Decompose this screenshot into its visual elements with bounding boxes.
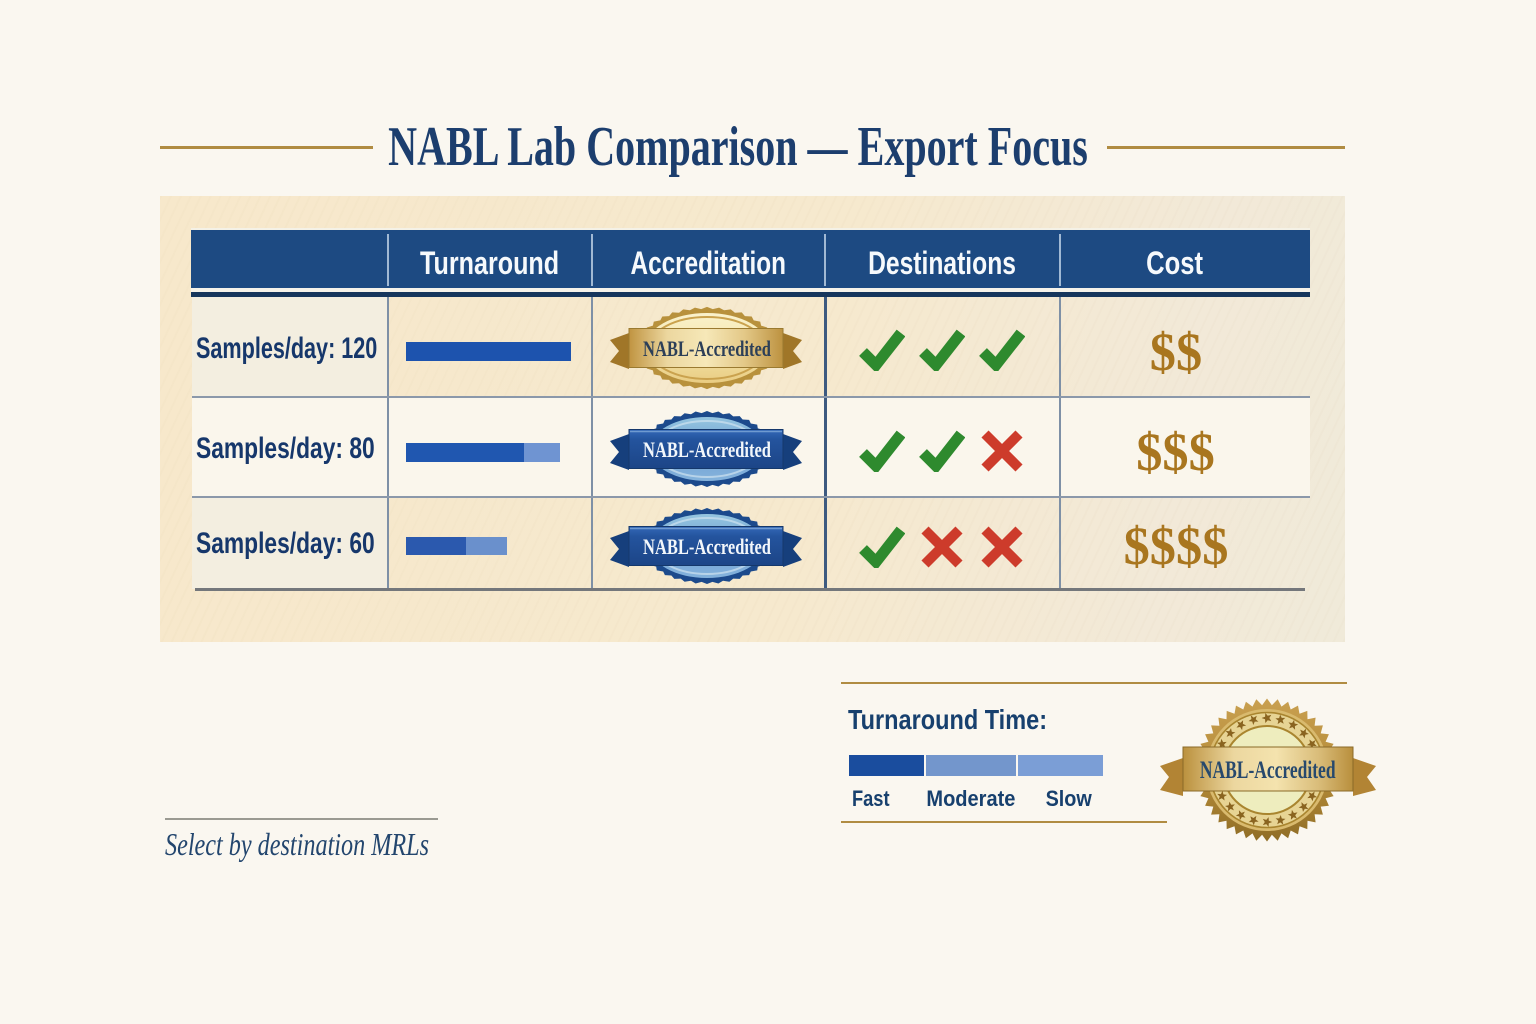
svg-text:NABL-Accredited: NABL-Accredited bbox=[643, 536, 771, 560]
svg-text:NABL-Accredited: NABL-Accredited bbox=[643, 439, 771, 463]
svg-text:NABL-Accredited: NABL-Accredited bbox=[643, 338, 771, 362]
svg-text:NABL-Accredited: NABL-Accredited bbox=[1200, 756, 1336, 784]
